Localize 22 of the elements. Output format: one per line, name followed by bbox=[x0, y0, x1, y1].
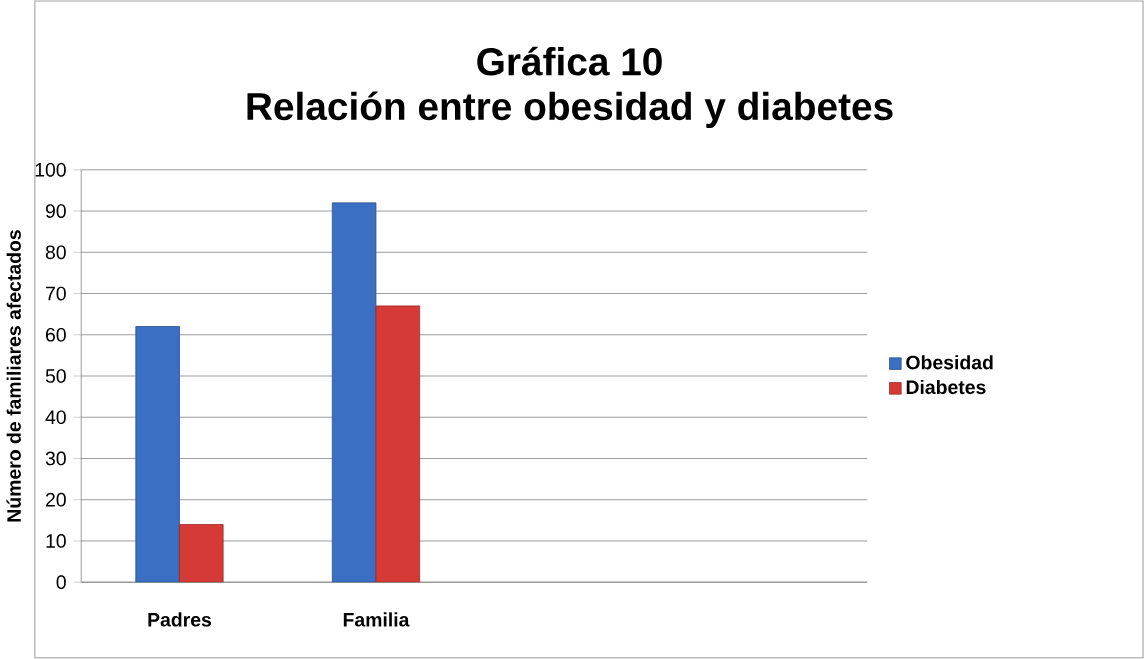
y-tick-label: 30 bbox=[45, 451, 66, 466]
chart-subtitle: Relación entre obesidad y diabetes bbox=[247, 91, 893, 128]
y-tick-label: 80 bbox=[45, 245, 66, 260]
x-tick-label: Familia bbox=[343, 612, 410, 627]
y-axis-title: Número de familiares afectados bbox=[6, 230, 21, 522]
legend-label: Diabetes bbox=[906, 379, 986, 395]
y-tick-label: 60 bbox=[45, 327, 66, 342]
bar bbox=[331, 202, 377, 583]
y-tick-label: 10 bbox=[46, 534, 66, 548]
y-tick-label: 50 bbox=[45, 369, 66, 383]
y-tick-label: 40 bbox=[45, 410, 66, 425]
y-tick-label: 90 bbox=[45, 204, 66, 218]
chart-title: Gráfica 10 bbox=[477, 46, 662, 76]
y-tick-label: 0 bbox=[56, 575, 66, 590]
y-tick-label: 100 bbox=[35, 163, 66, 177]
y-tick-label: 70 bbox=[46, 286, 66, 301]
bar bbox=[135, 326, 180, 583]
y-tick-label: 20 bbox=[45, 492, 66, 507]
legend-label: Obesidad bbox=[906, 355, 993, 370]
bar bbox=[179, 524, 224, 583]
bar bbox=[375, 305, 421, 583]
x-tick-label: Padres bbox=[148, 612, 212, 627]
